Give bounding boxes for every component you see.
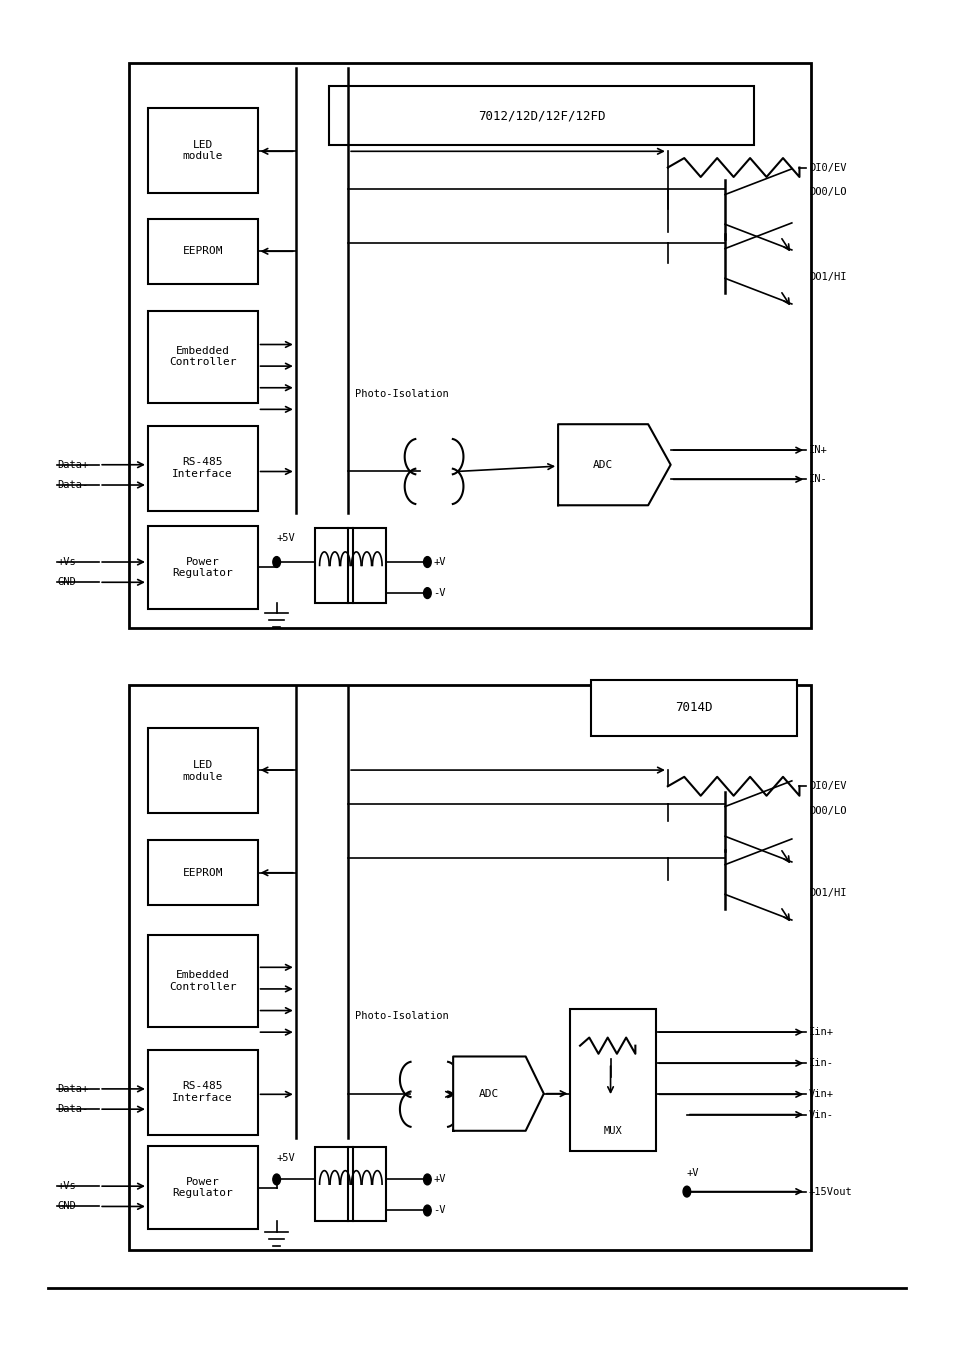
Text: +15Vout: +15Vout — [808, 1186, 852, 1197]
Bar — [314, 1147, 386, 1221]
Text: RS-485
Interface: RS-485 Interface — [172, 458, 233, 478]
Text: Vin-: Vin- — [808, 1109, 833, 1120]
Bar — [129, 63, 810, 628]
Bar — [148, 935, 257, 1027]
Circle shape — [423, 1205, 431, 1216]
Text: 7014D: 7014D — [675, 701, 712, 715]
Circle shape — [423, 588, 431, 598]
Text: +5V: +5V — [276, 532, 295, 543]
Text: Embedded
Controller: Embedded Controller — [169, 970, 236, 992]
Text: Power
Regulator: Power Regulator — [172, 557, 233, 578]
Text: ADC: ADC — [478, 1089, 499, 1098]
Text: RS-485
Interface: RS-485 Interface — [172, 1082, 233, 1102]
Bar — [148, 108, 257, 193]
Text: Data-: Data- — [57, 480, 89, 490]
Text: Vin+: Vin+ — [808, 1089, 833, 1100]
Text: -V: -V — [433, 1205, 445, 1216]
Text: +V: +V — [433, 1174, 445, 1185]
Polygon shape — [453, 1056, 543, 1131]
Text: +V: +V — [433, 557, 445, 567]
Text: +Vs: +Vs — [57, 557, 76, 567]
Bar — [148, 219, 257, 284]
Text: Data+: Data+ — [57, 1084, 89, 1094]
Text: Data+: Data+ — [57, 459, 89, 470]
Text: GND: GND — [57, 1201, 76, 1212]
Bar — [148, 1146, 257, 1229]
Text: DO1/HI: DO1/HI — [808, 272, 845, 282]
Bar — [591, 680, 796, 736]
Text: Iin-: Iin- — [808, 1058, 833, 1069]
Circle shape — [273, 557, 280, 567]
Text: DO1/HI: DO1/HI — [808, 888, 845, 898]
Bar — [148, 728, 257, 813]
Text: Data-: Data- — [57, 1104, 89, 1115]
Bar — [129, 685, 810, 1250]
Text: IN+: IN+ — [808, 444, 827, 455]
Circle shape — [423, 557, 431, 567]
Bar — [570, 1009, 656, 1151]
Text: Iin+: Iin+ — [808, 1027, 833, 1038]
Text: DI0/EV: DI0/EV — [808, 781, 845, 792]
Bar — [148, 526, 257, 609]
Text: DI0/EV: DI0/EV — [808, 162, 845, 173]
Text: DO0/LO: DO0/LO — [808, 186, 845, 197]
Bar — [329, 86, 753, 145]
Text: Photo-Isolation: Photo-Isolation — [355, 389, 448, 400]
Bar — [148, 1050, 257, 1135]
Text: MUX: MUX — [603, 1125, 622, 1136]
Bar — [148, 840, 257, 905]
Polygon shape — [558, 424, 670, 505]
Text: LED
module: LED module — [182, 141, 223, 161]
Text: ADC: ADC — [593, 459, 613, 470]
Text: IN-: IN- — [808, 474, 827, 485]
Text: EEPROM: EEPROM — [182, 867, 223, 878]
Text: 7012/12D/12F/12FD: 7012/12D/12F/12FD — [477, 109, 604, 122]
Text: +5V: +5V — [276, 1152, 295, 1163]
Text: +Vs: +Vs — [57, 1181, 76, 1192]
Bar — [148, 311, 257, 403]
Circle shape — [423, 1174, 431, 1185]
Text: +V: +V — [686, 1167, 699, 1178]
Bar — [148, 426, 257, 511]
Text: Embedded
Controller: Embedded Controller — [169, 346, 236, 367]
Circle shape — [682, 1186, 690, 1197]
Text: Power
Regulator: Power Regulator — [172, 1177, 233, 1198]
Text: EEPROM: EEPROM — [182, 246, 223, 257]
Bar — [314, 528, 386, 603]
Text: Photo-Isolation: Photo-Isolation — [355, 1011, 448, 1021]
Text: LED
module: LED module — [182, 761, 223, 781]
Text: DO0/LO: DO0/LO — [808, 805, 845, 816]
Circle shape — [273, 1174, 280, 1185]
Text: -V: -V — [433, 588, 445, 598]
Text: GND: GND — [57, 577, 76, 588]
